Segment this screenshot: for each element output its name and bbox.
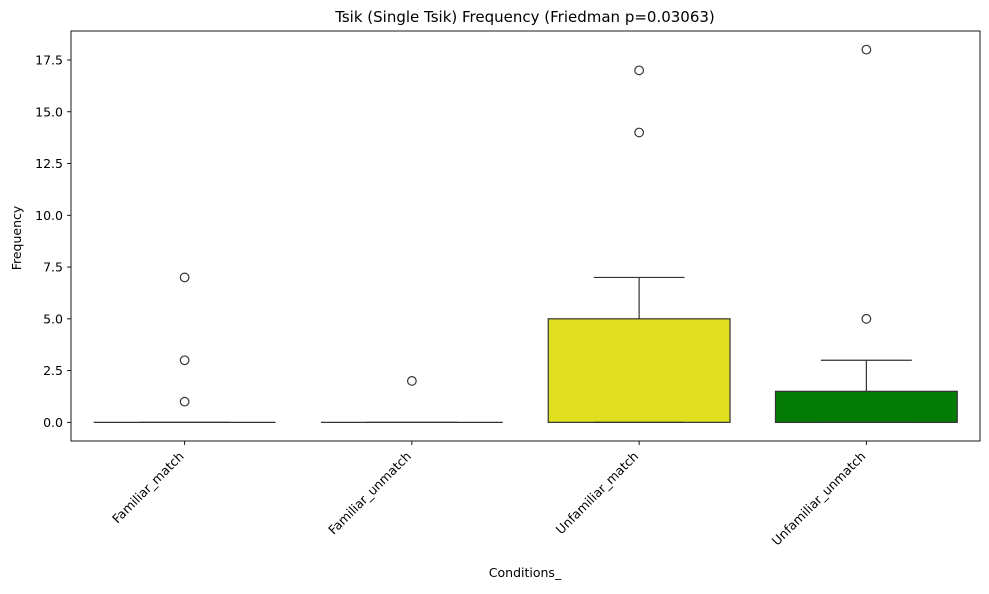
plot-area (93, 44, 958, 423)
y-tick-label: 5.0 (43, 311, 63, 326)
outlier-point (634, 65, 645, 76)
chart-title: Tsik (Single Tsik) Frequency (Friedman p… (334, 8, 715, 26)
y-tick-label: 12.5 (35, 156, 63, 171)
y-tick-label: 2.5 (43, 363, 63, 378)
y-axis-label: Frequency (9, 205, 24, 270)
outlier-point (406, 376, 417, 386)
outlier-point (179, 396, 190, 407)
y-tick-label: 0.0 (43, 415, 63, 430)
box (547, 318, 731, 423)
outlier-point (179, 355, 190, 366)
outlier-point (179, 272, 190, 283)
y-tick-label: 15.0 (35, 104, 63, 119)
outlier-point (861, 313, 872, 324)
y-tick-label: 10.0 (35, 208, 63, 223)
outlier-point (861, 44, 872, 55)
axes-frame (70, 30, 981, 442)
outlier-point (634, 127, 645, 138)
x-axis-label: Conditions_ (489, 565, 562, 580)
y-tick-label: 7.5 (43, 260, 63, 275)
y-tick-label: 17.5 (35, 52, 63, 67)
box (774, 390, 958, 423)
